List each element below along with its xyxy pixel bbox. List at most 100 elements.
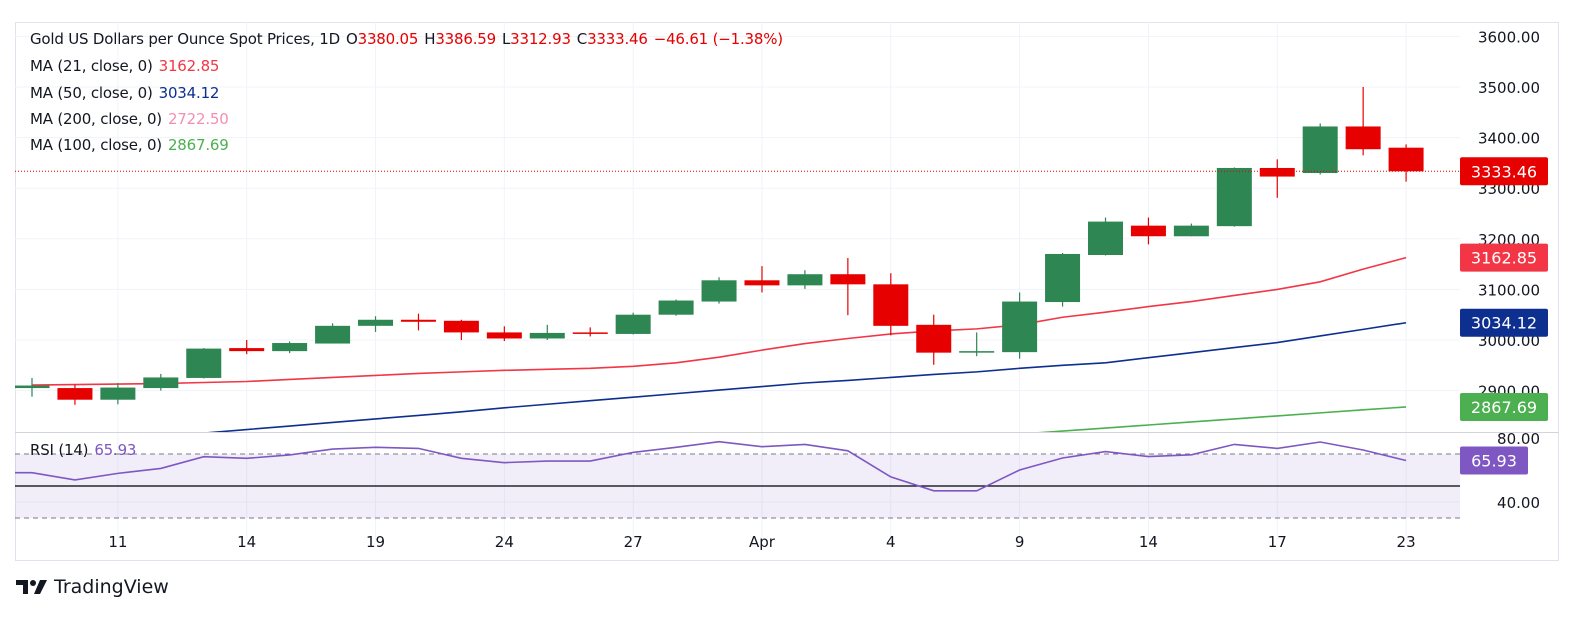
candle (57, 384, 93, 405)
candle-body (873, 284, 909, 326)
candle (1173, 223, 1209, 237)
ma-badge-text: 2867.69 (1471, 398, 1537, 417)
candle-body (1173, 225, 1209, 237)
time-axis[interactable]: 11 14 19 24 27 Apr 4 9 14 17 23 (108, 533, 1415, 551)
candle-body (358, 319, 394, 326)
low-value: 3312.93 (510, 30, 571, 48)
ma-badge-bg (1460, 392, 1548, 421)
ma-line (1038, 406, 1407, 432)
ma100-legend[interactable]: MA (100, close, 0) 2867.69 (30, 136, 235, 154)
candle-body (701, 280, 737, 302)
candle (615, 312, 651, 335)
candle-body (830, 274, 866, 285)
candle (186, 348, 222, 379)
ma-badge-bg (1460, 243, 1548, 272)
tradingview-logo[interactable]: TradingView (16, 576, 169, 598)
candle-body (1130, 225, 1166, 237)
ma-badge-bg (1460, 308, 1548, 337)
ma200-value: 2722.50 (167, 110, 229, 128)
candle-body (787, 274, 823, 286)
brand-name: TradingView (54, 576, 169, 598)
candle-body (400, 319, 436, 322)
candle-body (572, 332, 608, 334)
candle-body (57, 388, 93, 400)
candle-body (959, 351, 995, 353)
rsi-label: RSI (14) (30, 441, 89, 459)
candle (358, 316, 394, 332)
candle (916, 314, 952, 365)
candle (486, 326, 522, 342)
open-label: O (346, 30, 358, 48)
tradingview-logo-icon (16, 580, 47, 594)
rsi-legend[interactable]: RSI (14) 65.93 (30, 441, 142, 459)
candle-body (1345, 126, 1381, 150)
chart-frame (15, 22, 1559, 561)
close-label: C (576, 30, 588, 48)
moving-averages (31, 256, 1407, 432)
change-value: −46.61 (−1.38%) (653, 30, 783, 48)
candle (1345, 87, 1381, 156)
ma21-value: 3162.85 (158, 57, 220, 75)
time-tick-label: Apr (749, 533, 776, 551)
candle (572, 327, 608, 337)
rsi-value: 65.93 (94, 441, 137, 459)
rsi-tick-label: 40.00 (1497, 494, 1540, 512)
candle-body (1388, 147, 1424, 172)
candle-body (529, 332, 565, 339)
candle-body (1259, 167, 1295, 177)
candle (1045, 252, 1081, 307)
ma100-label: MA (100, close, 0) (30, 136, 162, 154)
candle-body (15, 385, 50, 389)
candles (15, 87, 1424, 405)
ma-line (207, 321, 1407, 432)
ma21-legend[interactable]: MA (21, close, 0) 3162.85 (30, 57, 225, 75)
ma-badge: 3034.12 (1460, 308, 1548, 337)
open-value: 3380.05 (357, 30, 419, 48)
rsi-badge-bg (1460, 446, 1528, 475)
price-tick-label: 3500.00 (1478, 79, 1540, 97)
time-tick-label: 4 (886, 533, 896, 551)
candle (1216, 167, 1252, 227)
time-tick-label: 23 (1397, 533, 1416, 551)
low-label: L (501, 30, 511, 48)
ma200-legend[interactable]: MA (200, close, 0) 2722.50 (30, 110, 235, 128)
candle-body (1302, 126, 1338, 174)
candle (658, 299, 694, 316)
candle (1302, 123, 1338, 175)
rsi-badge-text: 65.93 (1471, 452, 1517, 471)
ma-badge-text: 3034.12 (1471, 314, 1537, 333)
candle-body (186, 348, 222, 378)
ma50-legend[interactable]: MA (50, close, 0) 3034.12 (30, 84, 225, 102)
rsi-pane (15, 440, 1460, 519)
candle-body (1002, 301, 1038, 353)
ma200-label: MA (200, close, 0) (30, 110, 162, 128)
candle (787, 270, 823, 289)
close-value: 3333.46 (587, 30, 648, 48)
candle (959, 332, 995, 357)
price-tick-label: 3400.00 (1478, 130, 1540, 148)
candle-body (143, 377, 179, 389)
candle-body (443, 320, 479, 333)
candle-body (916, 324, 952, 353)
candle (229, 340, 265, 355)
candle (315, 323, 351, 344)
time-tick-label: 17 (1268, 533, 1287, 551)
candle (100, 383, 136, 405)
high-label: H (424, 30, 436, 48)
rsi-tick-label: 80.00 (1497, 430, 1540, 448)
time-tick-label: 24 (495, 533, 514, 551)
candle-body (272, 343, 308, 352)
symbol-title: Gold US Dollars per Ounce Spot Prices, 1… (30, 30, 340, 48)
candle (1259, 159, 1295, 198)
ma-badge: 2867.69 (1460, 392, 1548, 421)
ma100-value: 2867.69 (167, 136, 229, 154)
price-badges: 3333.46 3162.85 3034.12 2867.69 65.93 (1460, 157, 1548, 475)
candle-body (1216, 167, 1252, 227)
rsi-line (15, 440, 1407, 492)
price-axis[interactable]: 3600.003500.003400.003300.003200.003100.… (1478, 28, 1540, 512)
candle (15, 377, 50, 397)
candle-body (315, 325, 351, 344)
rsi-badge: 65.93 (1460, 446, 1528, 475)
time-tick-label: 14 (1139, 533, 1158, 551)
